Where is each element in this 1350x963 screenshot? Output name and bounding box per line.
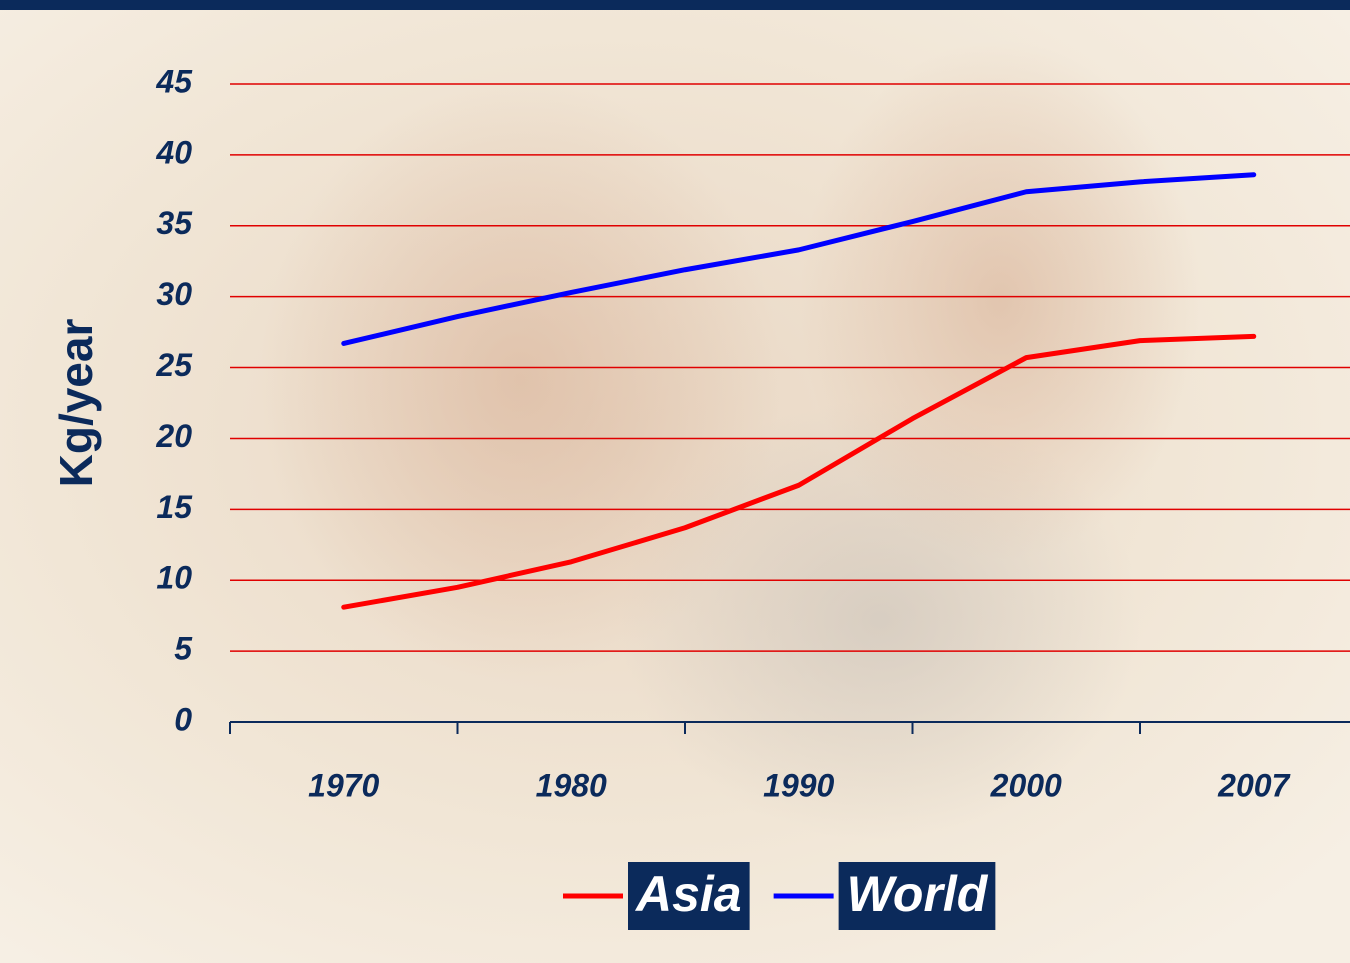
y-tick-label: 15 xyxy=(156,489,193,525)
y-tick-label: 20 xyxy=(155,418,192,454)
x-tick-label: 1970 xyxy=(308,767,379,803)
photo-shade xyxy=(800,40,1200,560)
y-tick-label: 45 xyxy=(155,63,193,99)
y-axis-label: Kg/year xyxy=(50,319,102,488)
y-tick-label: 30 xyxy=(156,276,192,312)
x-tick-label: 2000 xyxy=(990,767,1062,803)
legend-box xyxy=(838,862,996,930)
x-tick-label: 2007 xyxy=(1217,767,1291,803)
x-axis: 1970 1980 1990 2000 2007 xyxy=(229,721,1350,803)
x-tick-label: 1980 xyxy=(536,767,607,803)
y-tick-label: 5 xyxy=(174,631,193,667)
legend-label: Asia xyxy=(634,866,742,922)
legend-label: World xyxy=(847,866,989,922)
y-tick-label: 35 xyxy=(156,205,193,241)
grid: 0 5 10 15 20 25 30 35 40 45 xyxy=(155,63,1350,737)
lines xyxy=(341,172,1257,610)
data-line xyxy=(341,333,1257,610)
legend: Asia World xyxy=(563,862,996,930)
y-tick-label: 40 xyxy=(155,134,192,170)
x-tick-label: 1990 xyxy=(763,767,834,803)
y-tick-label: 10 xyxy=(156,560,192,596)
data-line xyxy=(341,172,1257,346)
y-tick-label: 0 xyxy=(174,701,192,737)
top-bar xyxy=(0,0,1350,10)
y-tick-label: 25 xyxy=(155,347,193,383)
legend-box xyxy=(628,862,750,930)
